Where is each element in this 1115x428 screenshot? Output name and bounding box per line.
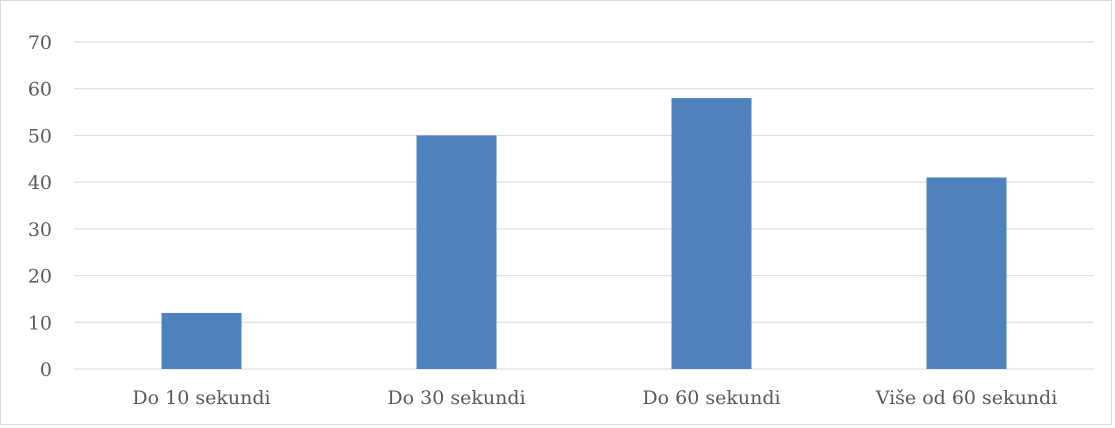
bar — [416, 135, 497, 369]
x-axis-labels: Do 10 sekundi Do 30 sekundi Do 60 sekundi V… — [132, 387, 1057, 409]
y-tick-label: 30 — [28, 219, 52, 241]
y-axis-ticks: 0 10 20 30 40 50 60 70 — [28, 32, 52, 381]
bar — [926, 177, 1007, 369]
y-tick-label: 70 — [28, 32, 52, 54]
y-tick-label: 0 — [40, 359, 52, 381]
gridlines — [74, 41, 1094, 370]
y-tick-label: 20 — [28, 266, 52, 288]
y-tick-label: 50 — [28, 125, 52, 147]
y-tick-label: 60 — [28, 79, 52, 101]
x-category-label: Više od 60 sekundi — [875, 387, 1058, 409]
bar — [671, 98, 752, 370]
y-tick-label: 40 — [28, 172, 52, 194]
bar — [161, 312, 242, 369]
x-category-label: Do 60 sekundi — [642, 387, 780, 409]
bars — [161, 98, 1007, 370]
y-tick-label: 10 — [28, 312, 52, 334]
x-category-label: Do 10 sekundi — [132, 387, 270, 409]
x-category-label: Do 30 sekundi — [387, 387, 525, 409]
